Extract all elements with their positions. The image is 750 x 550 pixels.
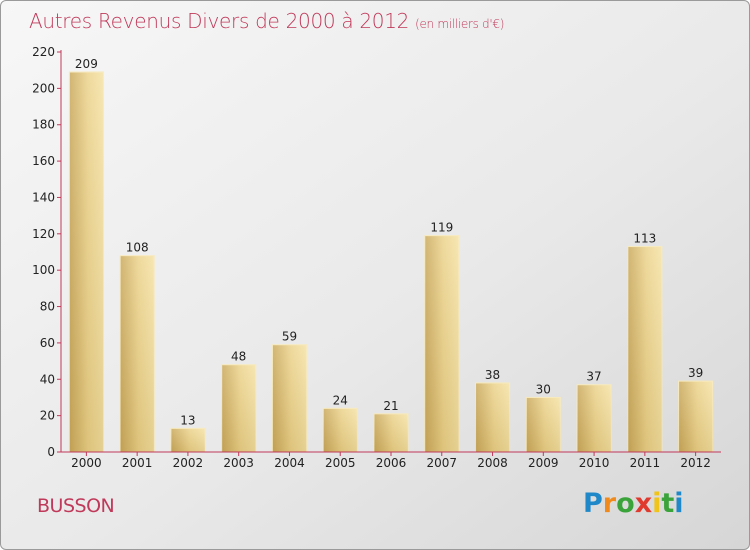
logo-letter: t (661, 488, 675, 519)
y-tick-label: 200 (32, 81, 55, 95)
y-axis: 0 20 40 60 80 100 120 140 160 180 200 220 (32, 45, 62, 459)
value-label-2007: 119 (430, 221, 453, 235)
y-tick-label: 100 (32, 263, 55, 277)
bar-shade-2011 (627, 246, 662, 452)
x-tick-label-2006: 2006 (376, 456, 407, 470)
bar-shade-2010 (577, 384, 612, 452)
value-label-2012: 39 (688, 366, 703, 380)
bar-shade-2002 (170, 428, 205, 452)
x-tick-label-2007: 2007 (426, 456, 457, 470)
bar-shade-2004 (272, 344, 307, 452)
logo-letter: r (602, 488, 617, 519)
value-label-2006: 21 (383, 399, 398, 413)
x-tick-label-2004: 2004 (274, 456, 305, 470)
x-tick-label-2011: 2011 (630, 456, 661, 470)
y-tick-label: 120 (32, 227, 55, 241)
logo-letter: i (652, 488, 662, 519)
y-tick-label: 0 (47, 445, 55, 459)
chart-subtitle: (en milliers d'€) (415, 17, 505, 31)
chart-title: Autres Revenus Divers de 2000 à 2012 (en … (29, 9, 504, 33)
value-label-2005: 24 (333, 393, 348, 407)
x-tick-label-2003: 2003 (223, 456, 254, 470)
value-label-2010: 37 (586, 370, 601, 384)
logo-letter: i (674, 488, 684, 519)
y-tick-label: 160 (32, 154, 55, 168)
y-tick-label: 140 (32, 190, 55, 204)
value-label-2008: 38 (485, 368, 500, 382)
x-tick-label-2008: 2008 (477, 456, 508, 470)
logo-letter: o (616, 488, 635, 519)
bar-shade-2008 (475, 382, 510, 452)
bar-shade-2006 (374, 413, 408, 452)
value-label-2002: 13 (180, 413, 195, 427)
y-tick-label: 60 (40, 336, 55, 350)
chart-title-text: Autres Revenus Divers de 2000 à 2012 (29, 9, 410, 33)
value-label-2004: 59 (282, 330, 297, 344)
x-tick-label-2010: 2010 (579, 456, 610, 470)
x-tick-label-2009: 2009 (528, 456, 559, 470)
bar-shade-2001 (120, 255, 155, 452)
bar-shade-2012 (678, 381, 713, 452)
value-label-2000: 209 (75, 57, 98, 71)
y-tick-label: 40 (40, 372, 55, 386)
y-tick-label: 220 (32, 45, 55, 59)
bar-shade-2000 (69, 72, 104, 452)
y-tick-label: 20 (40, 409, 55, 423)
x-tick-label-2000: 2000 (71, 456, 102, 470)
value-label-2011: 113 (633, 232, 656, 246)
x-tick-label-2005: 2005 (325, 456, 356, 470)
bars-group: 209 108 13 48 59 24 21 119 38 30 37 113 39 (68, 57, 714, 453)
bar-shade-2005 (323, 408, 358, 452)
bar-shade-2007 (424, 235, 459, 452)
commune-name: BUSSON (37, 495, 115, 517)
x-tick-label-2001: 2001 (122, 456, 153, 470)
logo-letter: x (634, 488, 653, 519)
bar-shade-2009 (526, 397, 561, 452)
x-axis: 2000 2001 2002 2003 2004 2005 2006 2007 2008 2009… (61, 451, 721, 470)
y-tick-label: 80 (40, 300, 55, 314)
value-label-2009: 30 (536, 382, 551, 396)
x-tick-label-2012: 2012 (680, 456, 711, 470)
x-tick-label-2002: 2002 (173, 456, 204, 470)
y-tick-label: 180 (32, 118, 55, 132)
value-label-2001: 108 (126, 241, 149, 255)
value-label-2003: 48 (231, 350, 246, 364)
bar-shade-2003 (221, 364, 256, 452)
proxiti-logo: Proxiti (583, 488, 684, 519)
logo-letter: P (583, 488, 603, 519)
